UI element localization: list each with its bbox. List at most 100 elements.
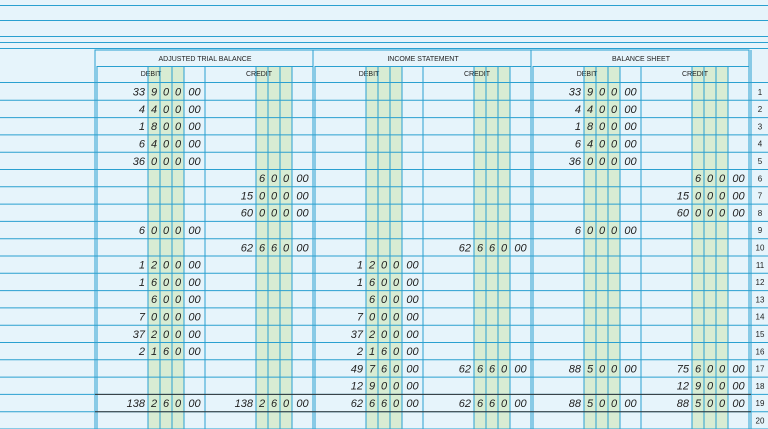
amount-digit: 0 (393, 363, 400, 375)
amount-digit: 0 (381, 294, 388, 306)
amount-digit: 0 (175, 121, 182, 133)
amount-digit: 0 (611, 363, 618, 375)
amount-digit: 0 (707, 190, 714, 202)
amount-digit: 6 (381, 398, 388, 410)
amount-digit: 0 (501, 363, 508, 375)
amount-digit: 6 (477, 242, 484, 254)
amount-cents: 00 (406, 311, 419, 323)
amount-cents: 00 (624, 138, 637, 150)
section-title: INCOME STATEMENT (387, 56, 459, 63)
amount-thousands: 60 (677, 208, 690, 220)
amount-digit: 6 (163, 346, 170, 358)
amount-cents: 00 (406, 277, 419, 289)
amount-digit: 0 (283, 190, 290, 202)
section-title: BALANCE SHEET (612, 56, 671, 63)
top-rules (0, 5, 768, 49)
amount-digit: 0 (501, 242, 508, 254)
amount-thousands: 138 (127, 398, 146, 410)
amount-digit: 0 (175, 277, 182, 289)
digit-shade (256, 66, 292, 429)
amount-digit: 0 (175, 346, 182, 358)
amount-cents: 00 (624, 87, 637, 99)
amount-cents: 00 (188, 260, 201, 272)
amount-digit: 4 (587, 138, 593, 150)
amount-thousands: 37 (133, 329, 146, 341)
amount-cents: 00 (624, 398, 637, 410)
amount-digit: 0 (163, 121, 170, 133)
amount-digit: 6 (695, 363, 702, 375)
column-header: CREDIT (682, 71, 709, 78)
amount-digit: 6 (369, 277, 376, 289)
amount-digit: 0 (501, 398, 508, 410)
amount-thousands: 2 (356, 346, 363, 358)
amount-cents: 00 (624, 104, 637, 116)
amount-digit: 0 (611, 398, 618, 410)
amount-digit: 8 (151, 121, 158, 133)
amount-thousands: 33 (569, 87, 582, 99)
amount-cents: 00 (406, 329, 419, 341)
amount-digit: 0 (695, 190, 702, 202)
amount-digit: 0 (283, 208, 290, 220)
amount-digit: 0 (271, 173, 278, 185)
amount-digit: 0 (163, 260, 170, 272)
row-number: 10 (756, 243, 765, 252)
amount-digit: 0 (151, 225, 158, 237)
amount-digit: 0 (393, 294, 400, 306)
amount-digit: 0 (599, 156, 606, 168)
amount-digit: 0 (587, 225, 594, 237)
row-number: 11 (756, 261, 765, 270)
amount-cents: 00 (406, 260, 419, 272)
amount-cents: 00 (188, 329, 201, 341)
digit-shade (148, 66, 184, 429)
amount-digit: 0 (719, 381, 726, 393)
column-header: CREDIT (246, 71, 273, 78)
amount-digit: 9 (369, 381, 375, 393)
amount-digit: 0 (175, 138, 182, 150)
amount-cents: 00 (406, 294, 419, 306)
amount-digit: 0 (695, 208, 702, 220)
amount-digit: 0 (175, 260, 182, 272)
amount-digit: 0 (599, 398, 606, 410)
amount-thousands: 1 (357, 260, 363, 272)
amount-cents: 00 (188, 156, 201, 168)
amount-thousands: 36 (133, 156, 146, 168)
amount-digit: 0 (707, 363, 714, 375)
amount-cents: 00 (514, 363, 527, 375)
amount-thousands: 62 (351, 398, 363, 410)
amount-cents: 00 (624, 121, 637, 133)
amount-cents: 00 (732, 381, 745, 393)
amount-digit: 0 (163, 311, 170, 323)
column-header: DEBIT (359, 71, 380, 78)
amount-cents: 00 (514, 398, 527, 410)
amount-cents: 00 (732, 173, 745, 185)
amount-thousands: 62 (241, 242, 253, 254)
amount-digit: 4 (587, 104, 593, 116)
amount-digit: 0 (611, 225, 618, 237)
amount-cents: 00 (188, 398, 201, 410)
amount-cents: 00 (188, 138, 201, 150)
amount-digit: 9 (587, 87, 593, 99)
amount-digit: 6 (695, 173, 702, 185)
amount-digit: 0 (381, 260, 388, 272)
amount-digit: 1 (369, 346, 375, 358)
amount-thousands: 6 (139, 225, 146, 237)
amount-digit: 6 (271, 242, 278, 254)
amount-digit: 0 (611, 121, 618, 133)
row-number: 8 (758, 209, 763, 218)
amount-digit: 0 (599, 104, 606, 116)
amount-thousands: 62 (459, 398, 471, 410)
digit-shade (366, 66, 402, 429)
amount-digit: 0 (151, 156, 158, 168)
amount-digit: 0 (707, 173, 714, 185)
amount-thousands: 1 (139, 277, 145, 289)
amount-digit: 0 (381, 277, 388, 289)
amount-digit: 4 (151, 104, 157, 116)
amount-cents: 00 (624, 363, 637, 375)
amount-digit: 0 (393, 329, 400, 341)
row-number: 16 (756, 347, 765, 356)
amount-digit: 0 (611, 87, 618, 99)
amount-digit: 0 (599, 87, 606, 99)
row-number: 12 (756, 278, 765, 287)
amount-digit: 6 (489, 398, 496, 410)
amount-digit: 0 (175, 87, 182, 99)
